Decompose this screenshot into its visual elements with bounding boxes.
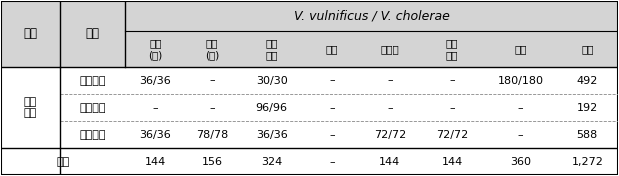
Text: 생굴: 생굴: [326, 44, 339, 54]
Bar: [185, 94, 239, 121]
Text: 전어
(회): 전어 (회): [205, 38, 219, 60]
Text: 36/36: 36/36: [256, 130, 288, 140]
Bar: [485, 1, 556, 67]
Text: 324: 324: [261, 157, 282, 167]
Text: 36/36: 36/36: [139, 76, 171, 86]
Text: –: –: [387, 76, 392, 86]
Bar: [60, 148, 126, 175]
Text: 36/36: 36/36: [139, 130, 171, 140]
Bar: [185, 67, 239, 94]
Text: –: –: [517, 130, 523, 140]
Text: –: –: [209, 103, 215, 113]
Bar: [305, 94, 360, 121]
Bar: [1, 94, 60, 121]
Text: 72/72: 72/72: [374, 130, 406, 140]
Text: –: –: [449, 76, 455, 86]
Bar: [239, 1, 305, 67]
Bar: [485, 94, 556, 121]
Bar: [420, 121, 485, 148]
Bar: [185, 121, 239, 148]
Bar: [485, 121, 556, 148]
Bar: [1, 67, 60, 94]
Bar: [60, 1, 126, 67]
Text: 동해
권역: 동해 권역: [24, 97, 37, 118]
Bar: [239, 148, 305, 175]
Text: –: –: [329, 76, 335, 86]
Bar: [1, 1, 60, 67]
Bar: [305, 121, 360, 148]
Bar: [126, 121, 185, 148]
Bar: [305, 67, 360, 94]
Bar: [420, 67, 485, 94]
Text: 588: 588: [577, 130, 598, 140]
Text: 시료: 시료: [86, 27, 100, 40]
Bar: [239, 121, 305, 148]
Bar: [1, 148, 60, 175]
Bar: [485, 148, 556, 175]
Bar: [556, 148, 618, 175]
Bar: [556, 121, 618, 148]
Bar: [126, 67, 185, 94]
Text: 180/180: 180/180: [498, 76, 543, 86]
Bar: [305, 1, 360, 67]
Bar: [485, 67, 556, 94]
Text: –: –: [517, 103, 523, 113]
Text: 156: 156: [202, 157, 223, 167]
Bar: [126, 148, 185, 175]
Bar: [305, 148, 360, 175]
Bar: [556, 67, 618, 94]
Bar: [185, 1, 239, 67]
Text: 192: 192: [577, 103, 598, 113]
Bar: [126, 1, 185, 67]
Bar: [60, 121, 126, 148]
Bar: [360, 121, 420, 148]
Text: –: –: [152, 103, 158, 113]
Text: 간장
게장: 간장 게장: [446, 38, 459, 60]
Text: 총계: 총계: [581, 44, 594, 54]
Bar: [60, 94, 126, 121]
Bar: [420, 94, 485, 121]
Text: 우령
앵이: 우령 앵이: [266, 38, 278, 60]
Bar: [60, 67, 126, 94]
Text: 생산단계: 생산단계: [80, 76, 106, 86]
Bar: [420, 1, 485, 67]
Text: 144: 144: [145, 157, 166, 167]
Text: 낙치
(회): 낙치 (회): [148, 38, 162, 60]
Text: 1,272: 1,272: [571, 157, 604, 167]
Text: –: –: [329, 157, 335, 167]
Text: 492: 492: [577, 76, 598, 86]
Bar: [185, 148, 239, 175]
Bar: [556, 1, 618, 67]
Bar: [360, 148, 420, 175]
Text: 72/72: 72/72: [436, 130, 469, 140]
Text: 산낙지: 산낙지: [381, 44, 399, 54]
Text: 144: 144: [441, 157, 463, 167]
Text: –: –: [449, 103, 455, 113]
Text: 360: 360: [510, 157, 531, 167]
Text: 권역: 권역: [24, 27, 38, 40]
Bar: [360, 94, 420, 121]
Text: –: –: [387, 103, 392, 113]
Text: 유통단계: 유통단계: [80, 130, 106, 140]
Text: 96/96: 96/96: [256, 103, 288, 113]
Text: 총계: 총계: [56, 157, 70, 167]
Text: 30/30: 30/30: [256, 76, 288, 86]
Text: 가공단계: 가공단계: [80, 103, 106, 113]
Text: V. vulnificus / V. cholerae: V. vulnificus / V. cholerae: [294, 10, 450, 23]
Text: 해수: 해수: [514, 44, 527, 54]
Bar: [126, 94, 185, 121]
Text: –: –: [329, 130, 335, 140]
Bar: [239, 67, 305, 94]
Text: 144: 144: [379, 157, 400, 167]
Bar: [556, 94, 618, 121]
Text: –: –: [209, 76, 215, 86]
Bar: [360, 1, 420, 67]
Text: –: –: [329, 103, 335, 113]
Bar: [420, 148, 485, 175]
Bar: [239, 94, 305, 121]
Bar: [1, 121, 60, 148]
Text: 78/78: 78/78: [196, 130, 228, 140]
Bar: [360, 67, 420, 94]
